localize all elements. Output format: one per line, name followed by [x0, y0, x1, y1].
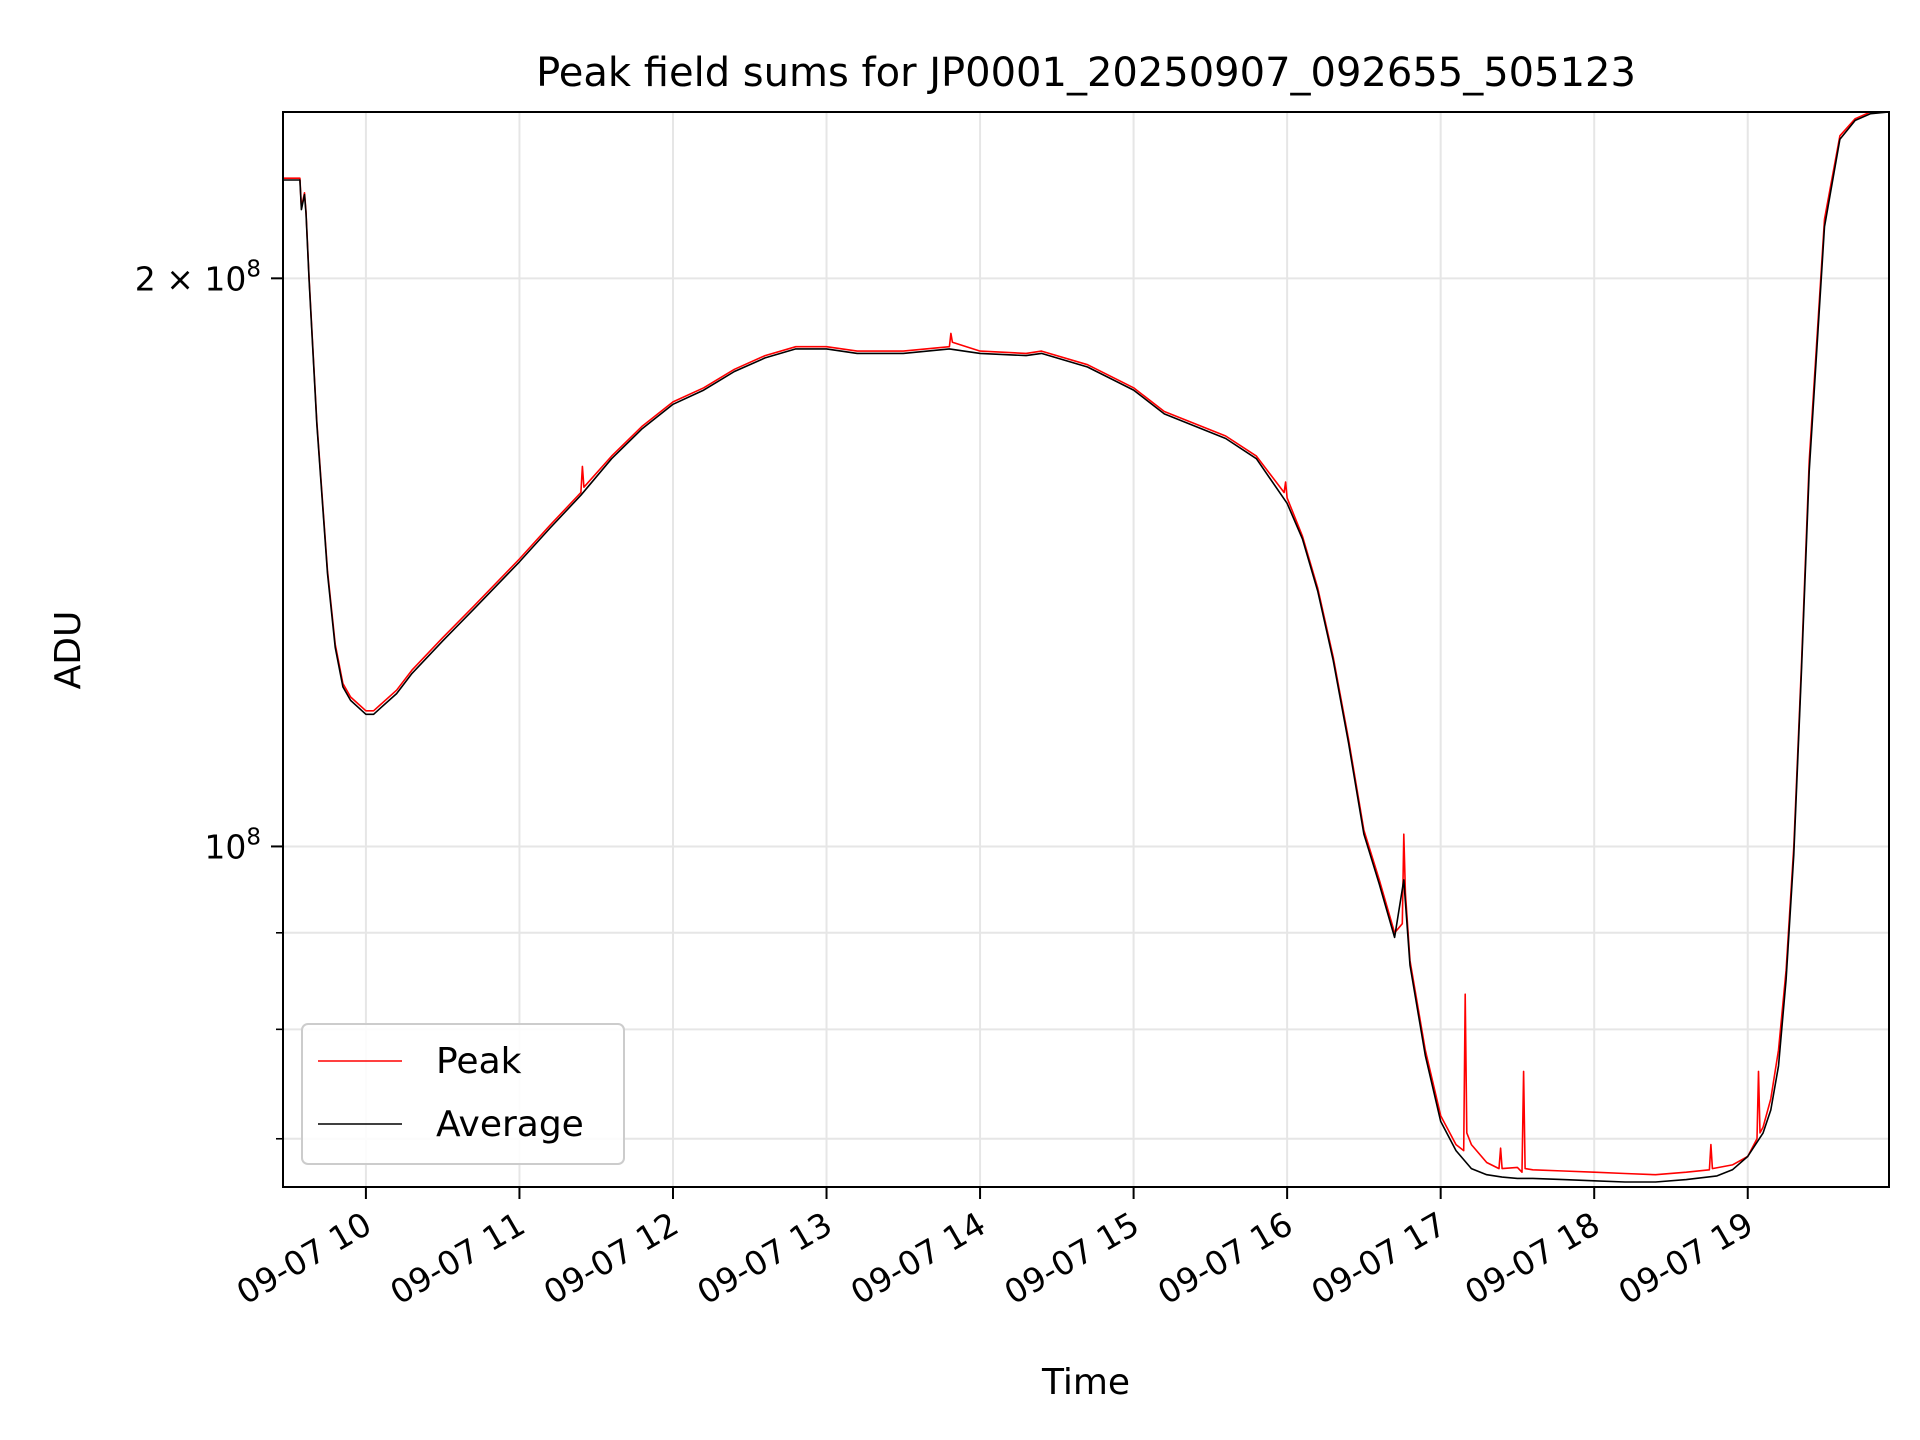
chart-title: Peak field sums for JP0001_20250907_0926…	[536, 50, 1636, 96]
y-tick-label: 2 × 108	[135, 256, 261, 298]
series-line-average	[283, 112, 1889, 1183]
x-axis-label: Time	[1041, 1362, 1130, 1403]
series-layer	[283, 112, 1889, 1183]
legend: Peak Average	[301, 1023, 625, 1165]
legend-label-average: Average	[436, 1104, 584, 1145]
plot-frame	[282, 111, 1890, 1188]
legend-label-peak: Peak	[436, 1041, 522, 1082]
y-axis-ticks: 108 2 × 108	[135, 256, 283, 1140]
plot-area	[283, 112, 1889, 1187]
y-tick-label: 108	[204, 824, 261, 866]
y-axis-label: ADU	[48, 611, 89, 690]
legend-box	[301, 1023, 625, 1165]
